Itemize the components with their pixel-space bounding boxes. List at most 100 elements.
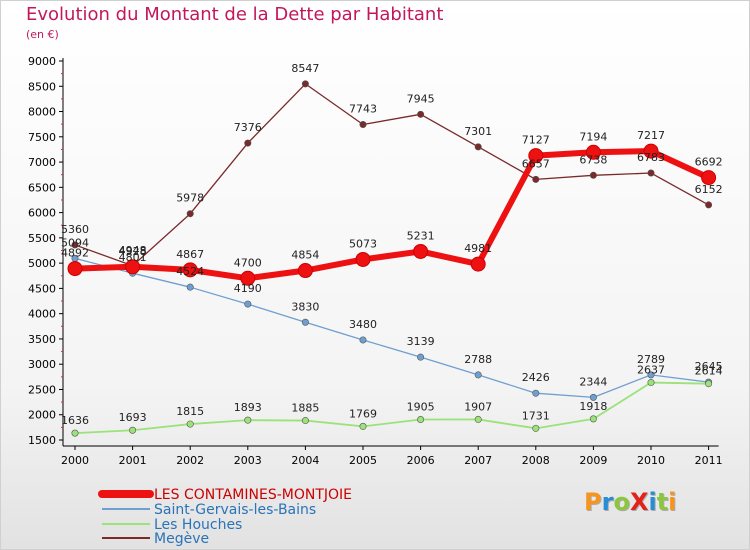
data-label: 4928 bbox=[119, 245, 147, 258]
y-tick-label: 6500 bbox=[28, 181, 56, 194]
data-point bbox=[705, 201, 713, 209]
proxiti-logo: ProXiti bbox=[584, 488, 676, 516]
data-point bbox=[532, 389, 540, 397]
data-label: 6783 bbox=[637, 151, 665, 164]
logo-letter: t bbox=[656, 488, 669, 516]
data-label: 4801 bbox=[119, 251, 147, 264]
chart-title: Evolution du Montant de la Dette par Hab… bbox=[26, 4, 444, 25]
chart-subtitle: (en €) bbox=[26, 28, 59, 41]
x-tick-label: 2003 bbox=[234, 454, 262, 467]
data-point bbox=[301, 417, 309, 425]
data-label: 2614 bbox=[695, 365, 723, 378]
data-label: 1893 bbox=[234, 401, 262, 414]
data-point bbox=[67, 261, 83, 277]
y-tick-label: 6000 bbox=[28, 207, 56, 220]
data-label: 2344 bbox=[579, 375, 607, 388]
data-label: 7194 bbox=[579, 130, 607, 143]
data-point bbox=[589, 171, 597, 179]
data-point bbox=[244, 139, 252, 147]
data-point bbox=[647, 379, 655, 387]
data-point bbox=[474, 143, 482, 151]
data-point bbox=[532, 424, 540, 432]
series-3 bbox=[71, 379, 713, 437]
data-point bbox=[417, 353, 425, 361]
logo-letter: X bbox=[629, 488, 649, 516]
data-point bbox=[474, 371, 482, 379]
y-tick-label: 7000 bbox=[28, 156, 56, 169]
x-tick-label: 2009 bbox=[579, 454, 607, 467]
data-point bbox=[528, 148, 544, 164]
data-point bbox=[182, 262, 198, 278]
data-point bbox=[589, 415, 597, 423]
data-point bbox=[359, 121, 367, 129]
data-label: 6738 bbox=[579, 153, 607, 166]
data-label: 6152 bbox=[695, 183, 723, 196]
x-tick-label: 2008 bbox=[522, 454, 550, 467]
data-label: 2426 bbox=[522, 371, 550, 384]
data-point bbox=[186, 283, 194, 291]
data-point bbox=[129, 426, 137, 434]
y-tick-label: 7500 bbox=[28, 131, 56, 144]
data-label: 8547 bbox=[291, 62, 319, 75]
data-label: 5073 bbox=[349, 237, 377, 250]
y-tick-label: 4000 bbox=[28, 308, 56, 321]
data-label: 5360 bbox=[61, 223, 89, 236]
data-label: 4700 bbox=[234, 256, 262, 269]
data-point bbox=[417, 110, 425, 118]
data-label: 2637 bbox=[637, 364, 665, 377]
data-point bbox=[186, 420, 194, 428]
y-tick-label: 5000 bbox=[28, 257, 56, 270]
data-label: 7743 bbox=[349, 103, 377, 116]
logo-letter: i bbox=[668, 488, 677, 516]
series-line bbox=[74, 257, 709, 398]
y-tick-label: 8500 bbox=[28, 80, 56, 93]
data-point bbox=[297, 263, 313, 279]
data-label: 7945 bbox=[407, 92, 435, 105]
x-tick-label: 2011 bbox=[695, 454, 723, 467]
y-tick-label: 2000 bbox=[28, 409, 56, 422]
data-point bbox=[474, 415, 482, 423]
data-label: 1731 bbox=[522, 409, 550, 422]
y-tick-label: 9000 bbox=[28, 55, 56, 68]
y-tick-label: 4500 bbox=[28, 282, 56, 295]
data-label: 1907 bbox=[464, 400, 492, 413]
data-point bbox=[701, 170, 717, 186]
data-label: 4524 bbox=[176, 265, 204, 278]
data-label: 4892 bbox=[61, 247, 89, 260]
data-point bbox=[71, 429, 79, 437]
x-tick-label: 2001 bbox=[119, 454, 147, 467]
data-label: 4854 bbox=[291, 249, 319, 262]
data-point bbox=[244, 300, 252, 308]
legend-label: LES CONTAMINES-MONTJOIE bbox=[154, 487, 352, 503]
data-point bbox=[71, 241, 79, 249]
data-label: 4867 bbox=[176, 248, 204, 261]
data-label: 4981 bbox=[464, 242, 492, 255]
data-label: 2788 bbox=[464, 353, 492, 366]
y-tick-label: 2500 bbox=[28, 383, 56, 396]
x-tick-label: 2010 bbox=[637, 454, 665, 467]
data-point bbox=[532, 175, 540, 183]
y-tick-label: 8000 bbox=[28, 106, 56, 119]
data-point bbox=[705, 380, 713, 388]
data-point bbox=[359, 422, 367, 430]
x-tick-label: 2002 bbox=[176, 454, 204, 467]
data-label: 4948 bbox=[119, 244, 147, 257]
data-label: 7127 bbox=[522, 134, 550, 147]
x-tick-label: 2007 bbox=[464, 454, 492, 467]
series-line bbox=[74, 148, 710, 282]
data-point bbox=[413, 243, 429, 259]
data-label: 7376 bbox=[234, 121, 262, 134]
series-1 bbox=[67, 143, 717, 286]
series-line bbox=[74, 83, 709, 267]
data-label: 1815 bbox=[176, 405, 204, 418]
data-point bbox=[355, 251, 371, 267]
data-label: 3830 bbox=[291, 300, 319, 313]
data-label: 1636 bbox=[61, 414, 89, 427]
logo-letter: i bbox=[648, 488, 657, 516]
x-tick-label: 2005 bbox=[349, 454, 377, 467]
logo-letter: P bbox=[584, 488, 602, 516]
data-point bbox=[589, 393, 597, 401]
data-label: 2789 bbox=[637, 353, 665, 366]
y-tick-label: 5500 bbox=[28, 232, 56, 245]
data-point bbox=[240, 270, 256, 286]
